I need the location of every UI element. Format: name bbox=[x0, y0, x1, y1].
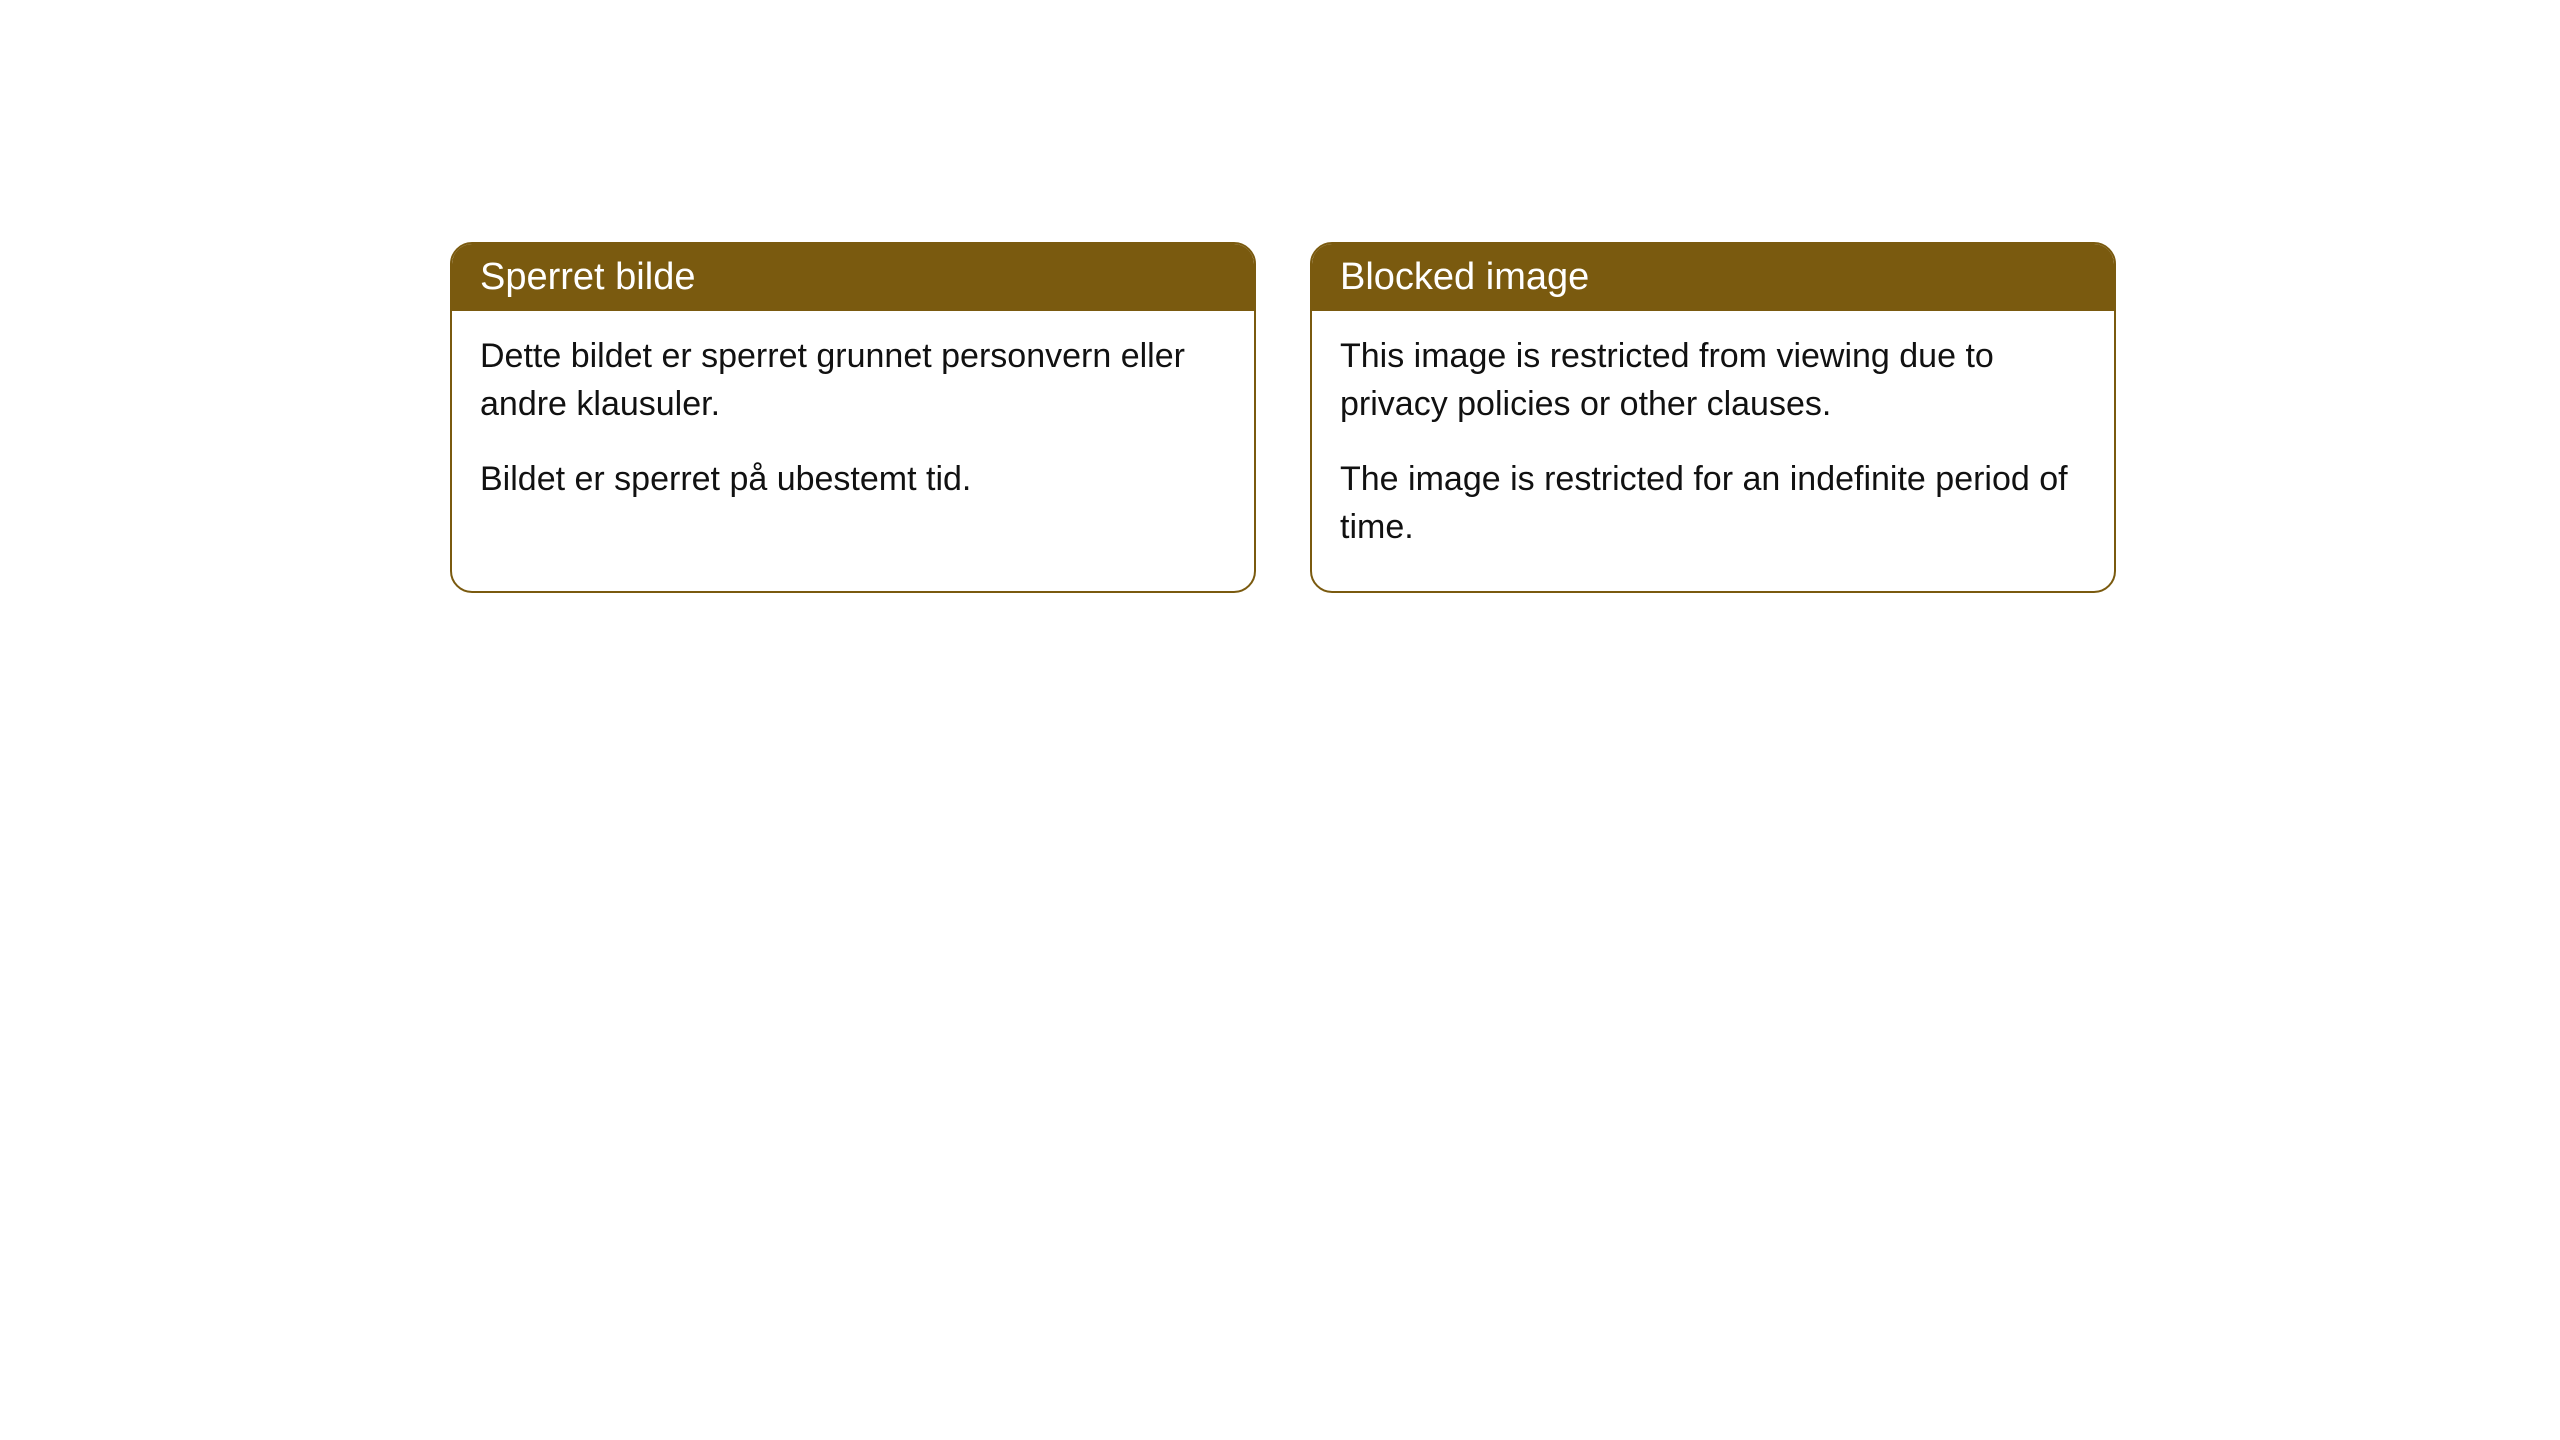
card-paragraph-2-no: Bildet er sperret på ubestemt tid. bbox=[480, 456, 1226, 504]
card-body-en: This image is restricted from viewing du… bbox=[1312, 311, 2114, 591]
card-paragraph-1-no: Dette bildet er sperret grunnet personve… bbox=[480, 333, 1226, 428]
blocked-image-card-no: Sperret bilde Dette bildet er sperret gr… bbox=[450, 242, 1256, 593]
card-header-en: Blocked image bbox=[1312, 244, 2114, 311]
card-body-no: Dette bildet er sperret grunnet personve… bbox=[452, 311, 1254, 544]
card-header-no: Sperret bilde bbox=[452, 244, 1254, 311]
blocked-image-card-en: Blocked image This image is restricted f… bbox=[1310, 242, 2116, 593]
card-paragraph-2-en: The image is restricted for an indefinit… bbox=[1340, 456, 2086, 551]
card-paragraph-1-en: This image is restricted from viewing du… bbox=[1340, 333, 2086, 428]
cards-container: Sperret bilde Dette bildet er sperret gr… bbox=[0, 0, 2560, 593]
